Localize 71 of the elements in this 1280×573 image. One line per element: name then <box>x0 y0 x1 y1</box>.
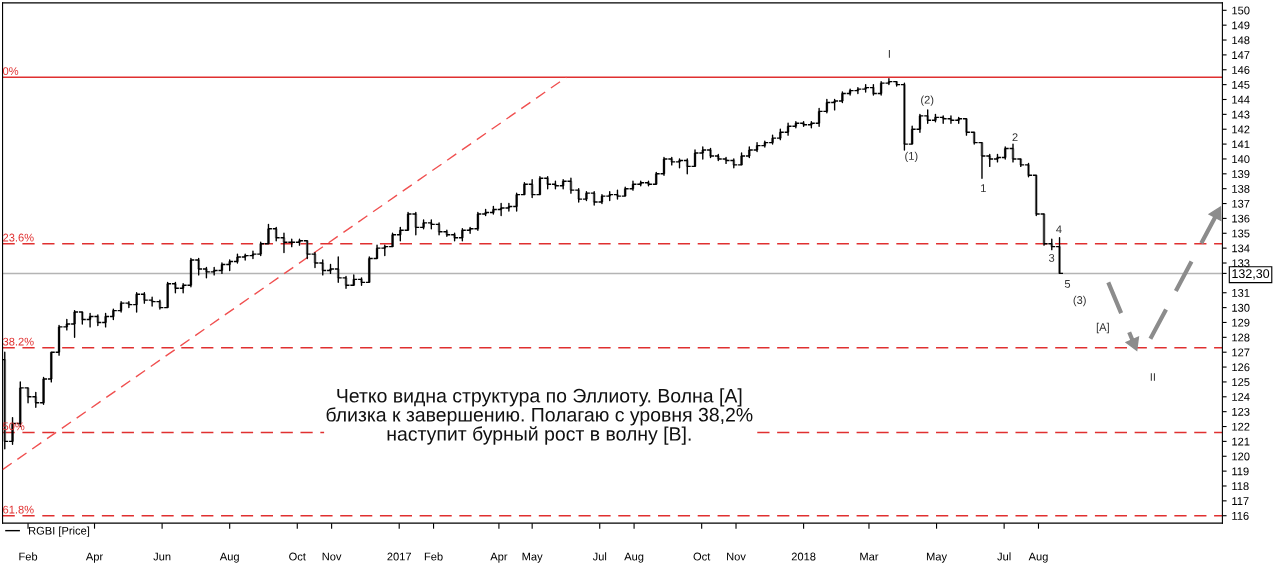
x-tick-label: Aug <box>624 552 644 563</box>
y-tick-label: 145 <box>1232 81 1250 89</box>
legend-label: RGBI [Price] <box>29 526 90 537</box>
y-tick-label: 150 <box>1232 6 1250 15</box>
y-tick-label: 131 <box>1232 289 1250 297</box>
y-tick-label: 149 <box>1232 21 1250 30</box>
y-tick-label: 123 <box>1232 407 1250 416</box>
y-tick-label: 120 <box>1232 452 1250 461</box>
y-tick-label: 148 <box>1232 36 1250 45</box>
y-tick-label: 127 <box>1232 348 1250 357</box>
y-tick-label: 136 <box>1232 214 1250 223</box>
x-tick-label: Mar <box>860 552 879 561</box>
annotation: Четко видна структура по Эллиоту. Волна [A] близка к завершению. Полагаю с уровня 38,2% наступит бурный рост в волну [B]. <box>326 388 753 445</box>
y-tick-label: 139 <box>1232 170 1250 178</box>
y-tick-label: 144 <box>1232 95 1250 104</box>
annotation: 61.8% <box>3 505 34 514</box>
annotation: 5 <box>1064 280 1071 288</box>
x-tick-label: Oct <box>289 552 306 561</box>
x-tick-label: 2017 <box>387 552 411 561</box>
x-tick-label: May <box>522 552 543 563</box>
annotation: (1) <box>905 151 918 163</box>
y-tick-label: 119 <box>1232 467 1249 476</box>
annotation: 3 <box>1048 253 1055 262</box>
x-tick-label: Aug <box>1028 552 1048 563</box>
x-tick-label: Apr <box>490 552 508 563</box>
annotation: 0% <box>2 67 19 75</box>
x-tick-label: Apr <box>85 552 103 563</box>
annotation: [A] <box>1096 322 1109 334</box>
y-tick-label: 146 <box>1232 66 1250 74</box>
y-tick-label: 142 <box>1232 125 1250 134</box>
y-tick-label: 117 <box>1232 497 1249 505</box>
annotation: 2 <box>1012 133 1018 142</box>
annotation: 1 <box>981 184 986 192</box>
annotation: II <box>1150 373 1155 381</box>
y-tick-label: 129 <box>1232 318 1250 327</box>
y-tick-label: 132,30 <box>1232 269 1270 280</box>
y-tick-label: 130 <box>1232 303 1250 312</box>
x-tick-label: Jul <box>997 552 1011 561</box>
x-tick-label: Oct <box>693 552 711 561</box>
y-tick-label: 124 <box>1232 393 1250 401</box>
x-tick-label: Feb <box>424 552 443 561</box>
annotation: 4 <box>1056 225 1062 234</box>
x-tick-label: Aug <box>219 552 239 563</box>
annotation: 38.2% <box>2 337 34 346</box>
y-tick-label: 126 <box>1232 363 1250 372</box>
x-tick-label: 2018 <box>791 552 816 561</box>
y-tick-label: 116 <box>1232 511 1249 520</box>
x-tick-label: Nov <box>322 552 342 561</box>
x-tick-label: Jun <box>153 552 171 561</box>
y-tick-label: 134 <box>1232 244 1250 253</box>
y-tick-label: 122 <box>1232 422 1250 431</box>
y-tick-label: 143 <box>1232 110 1250 119</box>
y-tick-label: 138 <box>1232 184 1250 193</box>
y-tick-label: 135 <box>1232 229 1250 238</box>
y-tick-label: 125 <box>1232 378 1250 387</box>
x-tick-label: May <box>926 552 948 563</box>
annotation: I <box>888 50 890 58</box>
x-tick-label: Nov <box>727 552 746 561</box>
y-tick-label: 118 <box>1232 482 1249 491</box>
y-tick-label: 147 <box>1232 51 1250 59</box>
y-tick-label: 137 <box>1232 199 1250 208</box>
x-tick-label: Feb <box>19 552 38 561</box>
y-tick-label: 140 <box>1232 155 1250 164</box>
annotation: 23.6% <box>3 233 34 242</box>
y-tick-label: 133 <box>1232 259 1250 268</box>
y-tick-label: 128 <box>1232 333 1250 342</box>
y-tick-label: 141 <box>1232 140 1250 149</box>
y-tick-label: 121 <box>1232 437 1250 446</box>
annotation: (3) <box>1073 295 1086 307</box>
annotation: (2) <box>921 95 934 106</box>
x-tick-label: Jul <box>592 552 607 561</box>
